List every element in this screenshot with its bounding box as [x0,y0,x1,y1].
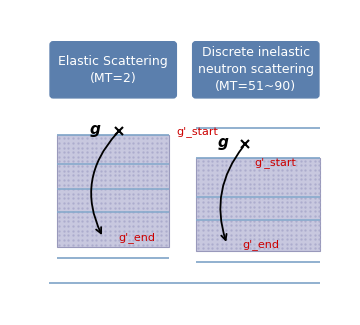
Text: Elastic Scattering
(MT=2): Elastic Scattering (MT=2) [58,55,168,85]
Text: g'_start: g'_start [254,157,296,168]
Text: g: g [218,136,229,150]
Text: g'_start: g'_start [177,126,219,137]
FancyBboxPatch shape [50,42,176,98]
Text: Discrete inelastic
neutron scattering
(MT=51~90): Discrete inelastic neutron scattering (M… [198,46,314,93]
FancyBboxPatch shape [193,42,319,98]
Bar [196,158,320,251]
Text: g: g [90,122,101,137]
Text: g'_end: g'_end [119,232,156,243]
Bar [57,135,169,247]
Text: g'_end: g'_end [243,239,280,250]
